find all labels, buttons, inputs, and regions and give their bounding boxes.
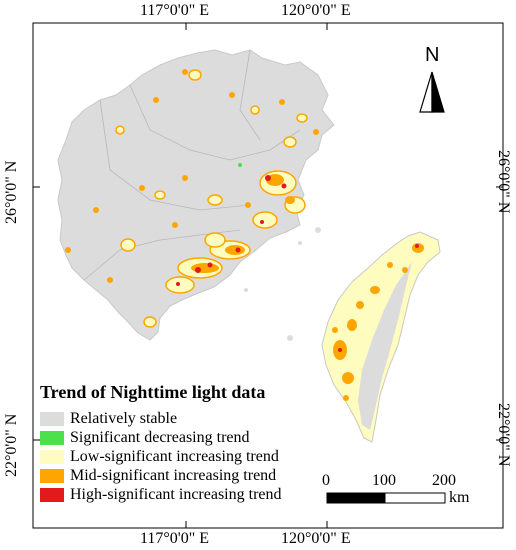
coord-left-22: 22°0'0" N (3, 413, 20, 477)
map-frame (32, 22, 504, 529)
legend-label: Low-significant increasing trend (70, 448, 279, 465)
frame-ticks (33, 23, 503, 528)
coord-right-22: 22°0'0" N (495, 403, 512, 467)
fujian-region (57, 49, 335, 341)
legend-label: High-significant increasing trend (70, 486, 282, 503)
north-arrow-icon (419, 71, 445, 113)
scale-bar (326, 492, 446, 504)
legend-swatch (40, 469, 64, 483)
coord-right-26: 26°0'0" N (495, 150, 512, 214)
legend-swatch (40, 488, 64, 502)
coord-left-26: 26°0'0" N (3, 160, 20, 224)
legend-swatch (40, 431, 64, 445)
legend-label: Relatively stable (70, 410, 178, 427)
legend-swatch (40, 412, 64, 426)
legend-item-mid-significant-increasing: Mid-significant increasing trend (40, 467, 276, 485)
scale-label-200: 200 (432, 472, 456, 489)
legend-title: Trend of Nighttime light data (40, 382, 266, 402)
coord-top-117: 117°0'0" E (140, 2, 209, 19)
legend-swatch (40, 450, 64, 464)
scale-label-100: 100 (372, 472, 396, 489)
legend-item-relatively-stable: Relatively stable (40, 410, 177, 428)
taiwan-region (321, 231, 441, 443)
legend-label: Mid-significant increasing trend (70, 467, 277, 484)
coord-bottom-117: 117°0'0" E (140, 530, 209, 547)
legend-item-high-significant-increasing: High-significant increasing trend (40, 486, 282, 504)
legend-item-low-significant-increasing: Low-significant increasing trend (40, 448, 279, 466)
coord-top-120: 120°0'0" E (281, 2, 351, 19)
legend-label: Significant decreasing trend (70, 429, 250, 446)
scale-unit: km (449, 489, 470, 506)
north-label: N (425, 44, 440, 66)
scale-label-0: 0 (322, 472, 330, 489)
legend-item-significant-decreasing: Significant decreasing trend (40, 429, 250, 447)
coord-bottom-120: 120°0'0" E (281, 530, 351, 547)
